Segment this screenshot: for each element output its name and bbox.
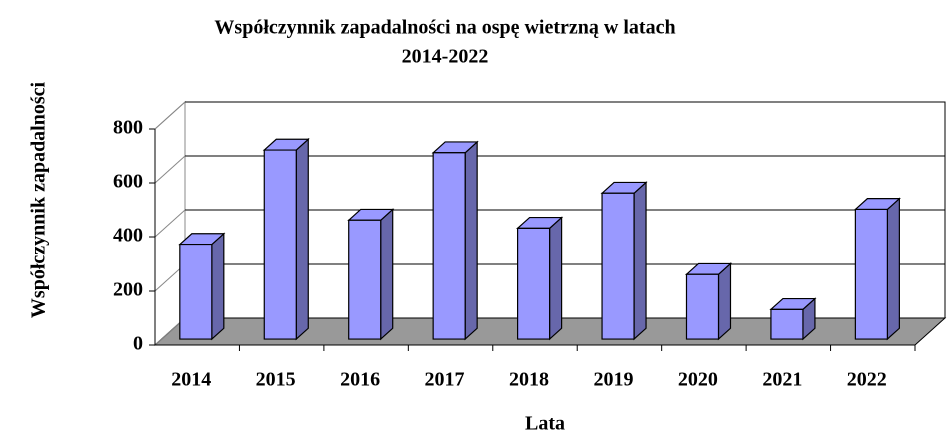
bar-front <box>854 208 888 340</box>
bar-front <box>432 152 466 340</box>
bar <box>347 208 395 341</box>
x-tick-label: 2017 <box>425 369 465 391</box>
bar <box>769 297 817 341</box>
bar <box>600 181 648 341</box>
y-tick-label: 400 <box>113 225 143 247</box>
bar-side <box>548 216 563 341</box>
x-tick-label: 2014 <box>171 369 211 391</box>
bar <box>684 262 733 341</box>
bar-side <box>211 232 225 341</box>
x-tick-label: 2015 <box>256 369 296 391</box>
bar-front <box>348 219 382 340</box>
chart-title: Współczynnik zapadalności na ospę wietrz… <box>214 17 675 39</box>
x-tick-label: 2018 <box>509 369 549 391</box>
x-tick-label: 2022 <box>847 369 887 391</box>
y-tick-label: 600 <box>113 171 143 193</box>
bar-side <box>886 197 900 341</box>
bar <box>853 197 901 341</box>
bar-front <box>179 243 213 340</box>
bar-side <box>380 208 394 341</box>
y-tick-label: 0 <box>133 333 143 355</box>
bar <box>262 137 310 341</box>
chart-subtitle: 2014-2022 <box>402 46 489 68</box>
bar-side <box>717 262 732 341</box>
y-tick-label: 200 <box>113 279 143 301</box>
grid-line-side <box>154 101 186 130</box>
x-tick-label: 2020 <box>678 369 718 391</box>
bar-side <box>633 181 647 341</box>
grid-line-side <box>154 209 186 238</box>
bar-front <box>770 308 804 340</box>
y-tick-label: 800 <box>113 117 143 139</box>
bar <box>431 140 479 341</box>
x-axis-label: Lata <box>525 413 565 433</box>
bar-front <box>263 149 297 340</box>
bar <box>178 232 226 341</box>
y-axis-label: Współczynnik zapadalności <box>28 81 50 318</box>
grid-line-side <box>154 155 186 184</box>
bar-front <box>516 227 551 340</box>
x-tick-label: 2016 <box>340 369 380 391</box>
bar-side <box>464 140 478 341</box>
bar-front <box>685 273 720 340</box>
x-tick-label: 2021 <box>762 369 802 391</box>
bar <box>516 216 564 341</box>
bar-side <box>295 137 309 341</box>
x-tick-label: 2019 <box>593 369 633 391</box>
bar-front <box>601 192 635 340</box>
